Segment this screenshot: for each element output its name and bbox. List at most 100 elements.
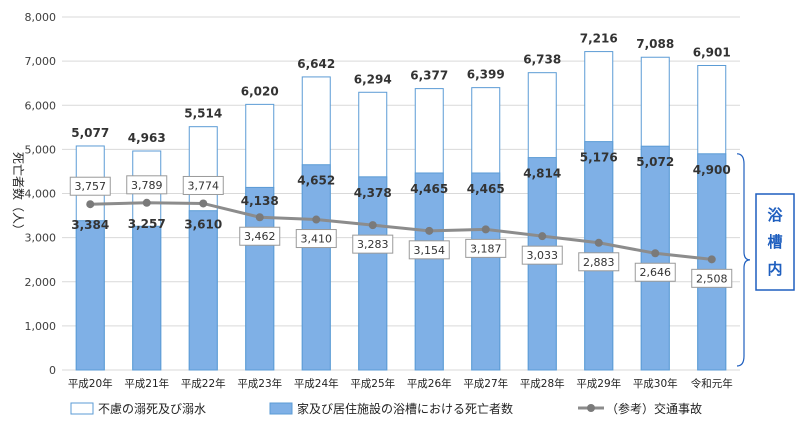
traffic-accident-point — [199, 199, 208, 208]
bar-bathtub — [75, 220, 105, 371]
legend-swatch-point — [587, 404, 595, 412]
y-tick-label: 1,000 — [25, 320, 57, 333]
total-label: 7,216 — [580, 32, 618, 46]
x-category-label: 平成28年 — [520, 377, 565, 390]
traffic-label: 2,883 — [583, 256, 615, 269]
traffic-label: 3,283 — [357, 238, 389, 251]
traffic-accident-point — [142, 198, 151, 207]
traffic-label: 2,646 — [640, 266, 672, 279]
traffic-label: 3,410 — [301, 233, 333, 246]
y-tick-label: 6,000 — [25, 99, 57, 112]
total-label: 5,077 — [71, 126, 109, 140]
bar-bathtub — [301, 164, 331, 371]
total-label: 6,020 — [241, 84, 279, 98]
bar-bathtub — [414, 172, 444, 371]
bathtub-label: 4,465 — [467, 182, 505, 196]
total-label: 6,901 — [693, 45, 731, 59]
total-label: 4,963 — [128, 131, 166, 145]
traffic-label: 3,757 — [75, 180, 107, 193]
traffic-accident-point — [255, 213, 264, 222]
bracket-label-char: 内 — [767, 260, 782, 278]
traffic-accident-point — [86, 200, 95, 209]
x-category-label: 平成26年 — [407, 377, 452, 390]
traffic-label-box — [239, 226, 281, 246]
x-category-label: 平成21年 — [124, 377, 169, 390]
bathtub-label: 4,652 — [297, 174, 335, 188]
total-label: 6,738 — [523, 53, 561, 67]
x-category-label: 平成20年 — [68, 377, 113, 390]
x-category-label: 平成24年 — [294, 377, 339, 390]
traffic-label: 3,187 — [470, 242, 502, 255]
bracket-shape — [736, 153, 751, 367]
x-category-label: 平成25年 — [350, 377, 395, 390]
bar-bathtub — [132, 225, 162, 371]
bars — [75, 51, 727, 371]
bathtub-label: 3,257 — [128, 217, 166, 231]
bar-bathtub — [471, 172, 501, 371]
traffic-accident-point — [425, 226, 434, 235]
bar-bathtub — [358, 176, 388, 371]
x-category-label: 平成22年 — [181, 377, 226, 390]
traffic-label: 3,774 — [188, 179, 220, 192]
y-tick-label: 7,000 — [25, 55, 57, 68]
bathtub-label: 3,384 — [71, 218, 109, 232]
bathtub-label: 5,072 — [636, 155, 674, 169]
y-tick-label: 3,000 — [25, 232, 57, 245]
legend-label-bathtub: 家及び居住施設の浴槽における死亡者数 — [297, 401, 513, 416]
traffic-accident-point — [707, 255, 716, 264]
traffic-label-box — [578, 252, 620, 272]
y-tick-label: 8,000 — [25, 11, 57, 24]
legend-label-total: 不慮の溺死及び溺水 — [98, 402, 206, 416]
y-tick-label: 4,000 — [25, 188, 57, 201]
traffic-label-box — [408, 240, 450, 260]
total-label: 6,399 — [467, 68, 505, 82]
traffic-label-box — [521, 245, 563, 265]
x-category-label: 平成30年 — [633, 377, 678, 390]
x-category-label: 平成29年 — [576, 377, 621, 390]
legend-swatch-bathtub — [269, 402, 293, 415]
total-label: 6,294 — [354, 72, 392, 86]
traffic-label: 3,033 — [527, 249, 559, 262]
traffic-label: 2,508 — [696, 272, 728, 285]
legend-label-traffic: （参考）交通事故 — [606, 401, 702, 416]
traffic-label-box — [465, 238, 507, 258]
reference-line — [86, 198, 716, 264]
traffic-label-box — [69, 176, 111, 196]
bar-bathtub — [188, 210, 218, 371]
bracket-label-char: 槽 — [767, 233, 782, 251]
bracket-annotation: 浴槽内 — [736, 153, 795, 367]
x-category-label: 令和元年 — [691, 377, 733, 390]
traffic-accident-point — [312, 215, 321, 224]
data-labels: 5,077 4,963 5,514 6,020 6,642 6,294 6,377 6,399… — [69, 32, 733, 288]
traffic-accident-point — [594, 238, 603, 247]
bathtub-label: 4,814 — [523, 167, 561, 181]
total-label: 5,514 — [184, 107, 222, 121]
traffic-label: 3,154 — [414, 244, 446, 257]
bracket-label-box — [755, 193, 795, 291]
traffic-accident-point — [651, 249, 660, 258]
y-tick-label: 2,000 — [25, 276, 57, 289]
x-axis-categories: 平成20年 平成21年 平成22年 平成23年 平成24年 平成25年 平成26年 平成27年… — [68, 377, 733, 390]
bathtub-label: 5,176 — [580, 151, 618, 165]
bar-bathtub — [640, 145, 670, 371]
traffic-label-box — [352, 234, 394, 254]
traffic-label-box — [691, 268, 733, 288]
traffic-accident-line — [90, 201, 712, 261]
bathtub-label: 4,900 — [693, 163, 731, 177]
legend: 不慮の溺死及び溺水 家及び居住施設の浴槽における死亡者数 （参考）交通事故 — [70, 401, 702, 416]
y-tick-label: 5,000 — [25, 143, 57, 156]
y-axis-ticks: 0 1,000 2,000 3,000 4,000 5,000 6,000 7,000 8,00… — [25, 11, 57, 377]
total-label: 7,088 — [636, 37, 674, 51]
traffic-label-box — [634, 262, 676, 282]
traffic-accident-point — [481, 225, 490, 234]
total-label: 6,377 — [410, 69, 448, 83]
gridlines — [62, 16, 740, 371]
legend-swatch-total — [70, 402, 94, 415]
bathtub-label: 3,610 — [184, 217, 222, 231]
traffic-label: 3,789 — [131, 179, 163, 192]
x-category-label: 平成27年 — [463, 377, 508, 390]
bracket-label-char: 浴 — [767, 206, 783, 224]
y-tick-label: 0 — [49, 364, 56, 377]
traffic-label-box — [182, 175, 224, 195]
